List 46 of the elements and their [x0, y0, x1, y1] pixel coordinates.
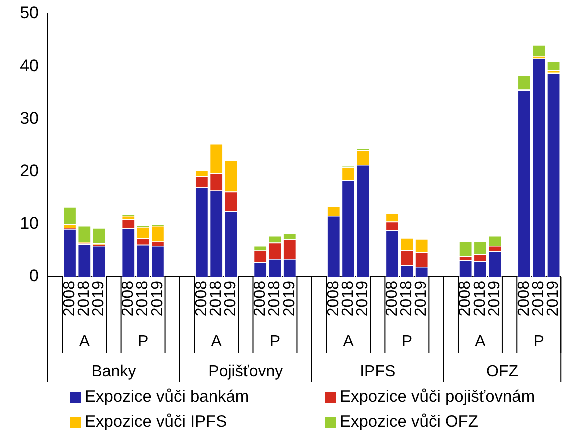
x-tick-label: 2018 [398, 280, 416, 317]
text: Banky [92, 363, 136, 380]
x-tick-label: 2018 [134, 280, 152, 317]
y-tick-label: 20 [20, 161, 39, 180]
y-tick-label: 30 [20, 108, 39, 128]
x-tick-label: 2008 [120, 280, 138, 317]
legend-label: Expozice vůči pojišťovnám [339, 388, 536, 407]
x-tick-label: 2018 [208, 280, 225, 317]
x-tick-label: 2008 [457, 280, 474, 317]
x-tick-label: 2008 [325, 280, 342, 317]
x-tick-label: 2018 [530, 280, 548, 317]
text: A [343, 333, 354, 350]
text: P [534, 333, 544, 350]
y-tick-label: 0 [30, 266, 39, 286]
x-tick-label: 2018 [472, 280, 489, 317]
text: P [402, 333, 413, 350]
x-tick-label: 2019 [222, 280, 240, 317]
x-tick-label: 2019 [413, 280, 430, 317]
text: A [79, 333, 90, 350]
x-tick-label: 2019 [545, 280, 562, 317]
x-tick-label: 2018 [76, 280, 94, 317]
x-tick-label: 2019 [486, 280, 504, 317]
y-tick-label: 10 [20, 214, 39, 234]
text: A [211, 333, 222, 350]
legend-label: Expozice vůči IPFS [84, 413, 228, 432]
x-tick-label: 2019 [90, 280, 108, 317]
x-tick-label: 2019 [281, 280, 298, 317]
x-tick-label: 2018 [340, 280, 357, 317]
x-tick-label: 2019 [149, 280, 166, 317]
text: OFZ [486, 363, 519, 380]
x-tick-label: 2008 [252, 280, 269, 317]
x-tick-label: 2008 [384, 280, 401, 317]
x-tick-label: 2019 [354, 280, 372, 317]
legend-label: Expozice vůči bankám [84, 388, 250, 407]
x-tick-label: 2018 [266, 280, 284, 317]
y-tick-label: 40 [20, 56, 39, 76]
x-tick-label: 2008 [61, 280, 78, 317]
x-tick-label: 2008 [193, 280, 210, 317]
text: Pojišťovny [208, 363, 284, 380]
text: P [138, 333, 149, 350]
text: P [270, 333, 281, 350]
text: A [475, 333, 486, 350]
text: IPFS [360, 363, 396, 380]
x-tick-label: 2008 [516, 280, 533, 317]
legend-label: Expozice vůči OFZ [339, 413, 480, 432]
y-tick-label: 50 [20, 4, 39, 23]
